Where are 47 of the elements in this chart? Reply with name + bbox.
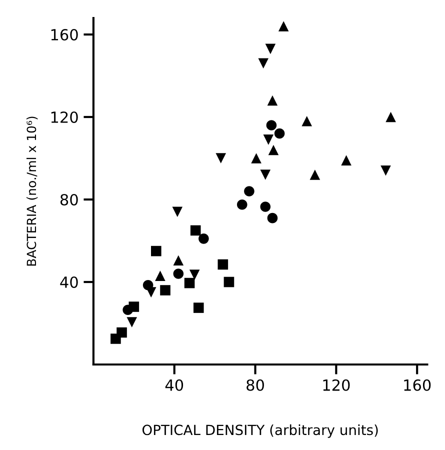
y-axis-title: BACTERIA (no./ml x 10⁶) [26, 116, 38, 266]
y-tick-label: 120 [51, 111, 78, 124]
y-tick-label: 160 [51, 28, 78, 41]
point [260, 170, 271, 180]
point [310, 170, 320, 180]
point [251, 153, 262, 164]
y-tick-label: 40 [60, 276, 78, 288]
point [266, 120, 277, 130]
point [218, 259, 228, 270]
point [263, 134, 274, 145]
point [258, 58, 269, 69]
point [142, 280, 154, 290]
point [126, 317, 138, 328]
point [341, 155, 352, 166]
point [278, 21, 289, 32]
point [189, 270, 200, 280]
point [265, 44, 276, 54]
point [224, 276, 234, 288]
point [190, 225, 201, 236]
point [151, 246, 162, 256]
point [386, 112, 396, 122]
point [198, 234, 209, 244]
point [268, 144, 279, 156]
point [160, 285, 170, 296]
point [267, 212, 278, 224]
x-axis-title: OPTICAL DENSITY (arbitrary units) [142, 424, 378, 438]
point [172, 206, 183, 218]
point [216, 153, 226, 164]
point [274, 128, 285, 139]
point [173, 268, 184, 279]
point [155, 270, 166, 281]
point [302, 116, 312, 126]
point [267, 95, 278, 106]
x-tick-label: 160 [404, 379, 431, 391]
point [184, 278, 195, 288]
point [244, 186, 254, 196]
point [236, 200, 248, 210]
point [173, 255, 184, 266]
point [128, 302, 140, 312]
point [260, 202, 271, 212]
point [193, 302, 204, 313]
x-tick-label: 120 [323, 379, 350, 391]
point [380, 165, 391, 176]
x-tick-label: 40 [165, 379, 184, 391]
point [110, 334, 121, 344]
x-tick-label: 80 [246, 379, 264, 391]
y-tick-label: 80 [60, 194, 78, 206]
